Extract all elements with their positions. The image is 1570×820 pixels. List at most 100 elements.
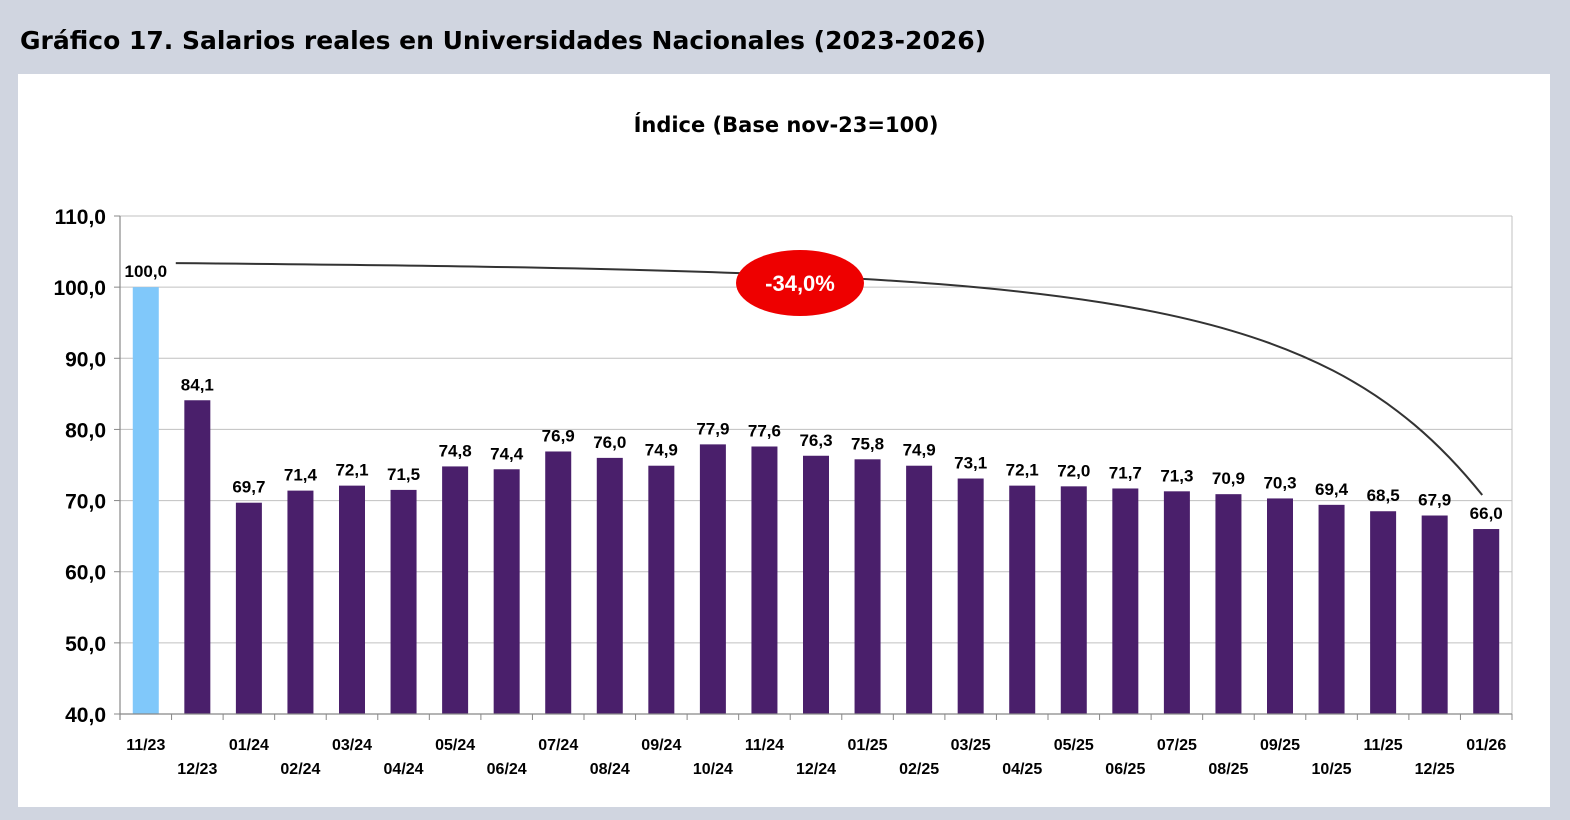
x-tick-label: 04/25 bbox=[1002, 761, 1042, 778]
data-label: 74,9 bbox=[903, 441, 936, 460]
x-tick-label: 09/24 bbox=[641, 737, 681, 754]
x-tick-label: 06/25 bbox=[1105, 761, 1145, 778]
bar-07-25 bbox=[1163, 491, 1190, 714]
x-tick-label: 12/25 bbox=[1415, 761, 1455, 778]
data-label: 100,0 bbox=[125, 262, 168, 281]
data-label: 69,7 bbox=[232, 478, 265, 497]
y-tick-label: 80,0 bbox=[65, 419, 106, 442]
bar-01-26 bbox=[1473, 529, 1500, 714]
bar-chart: Índice (Base nov-23=100) 40,0 50,0 60,0 70,… bbox=[53, 112, 1513, 778]
x-tick-label: 05/25 bbox=[1054, 737, 1094, 754]
data-label: 74,9 bbox=[645, 441, 678, 460]
bar-06-25 bbox=[1112, 488, 1139, 714]
data-label: 76,3 bbox=[799, 431, 832, 450]
bar-07-24 bbox=[545, 451, 572, 714]
x-tick-label: 03/24 bbox=[332, 737, 372, 754]
x-tick-label: 02/25 bbox=[899, 761, 939, 778]
x-tick-label: 12/24 bbox=[796, 761, 836, 778]
x-tick-label: 03/25 bbox=[951, 737, 991, 754]
x-tick-label: 02/24 bbox=[280, 761, 320, 778]
data-label: 70,3 bbox=[1263, 473, 1296, 492]
x-tick-label: 04/24 bbox=[384, 761, 424, 778]
x-tick-label: 11/23 bbox=[126, 737, 165, 754]
x-axis-labels: 11/23 12/23 01/24 02/24 03/24 04/24 05/24 06/24… bbox=[126, 737, 1506, 778]
bar-09-25 bbox=[1267, 498, 1293, 714]
x-tick-label: 07/24 bbox=[538, 737, 578, 754]
data-label: 71,5 bbox=[387, 465, 420, 484]
x-tick-label: 06/24 bbox=[487, 761, 527, 778]
chart-title: Índice (Base nov-23=100) bbox=[634, 112, 939, 137]
data-label: 84,1 bbox=[181, 375, 214, 394]
x-tick-label: 08/24 bbox=[590, 761, 630, 778]
page-title: Gráfico 17. Salarios reales en Universid… bbox=[20, 26, 987, 55]
change-annotation: -34,0% bbox=[175, 250, 1483, 496]
change-curve bbox=[175, 262, 1483, 496]
data-label: 67,9 bbox=[1418, 491, 1451, 510]
x-tick-label: 11/24 bbox=[745, 737, 784, 754]
bar-05-24 bbox=[442, 466, 469, 714]
bar-01-25 bbox=[854, 459, 881, 714]
bar-04-24 bbox=[390, 489, 417, 714]
bar-02-25 bbox=[906, 465, 933, 714]
bar-12-23 bbox=[184, 400, 211, 714]
x-tick-label: 01/26 bbox=[1466, 737, 1506, 754]
bar-11-25 bbox=[1370, 511, 1397, 714]
bar-11-23 bbox=[132, 287, 159, 714]
x-tick-label: 10/25 bbox=[1312, 761, 1352, 778]
data-labels: 100,0 84,1 69,7 71,4 72,1 71,5 74,8 74,4 76,9 76,… bbox=[125, 262, 1503, 523]
x-tick-label: 11/25 bbox=[1364, 737, 1403, 754]
bar-03-25 bbox=[957, 478, 984, 714]
data-label: 72,1 bbox=[335, 461, 368, 480]
data-label: 76,9 bbox=[542, 426, 575, 445]
data-label: 72,0 bbox=[1057, 461, 1090, 480]
bar-05-25 bbox=[1060, 486, 1087, 714]
data-label: 73,1 bbox=[954, 454, 987, 473]
x-tick-label: 09/25 bbox=[1260, 737, 1300, 754]
data-label: 75,8 bbox=[851, 434, 884, 453]
y-axis-labels: 40,0 50,0 60,0 70,0 80,0 90,0 100,0 110,0 bbox=[53, 206, 106, 727]
bar-12-24 bbox=[803, 455, 829, 714]
y-tick-label: 70,0 bbox=[65, 491, 106, 514]
x-tick-label: 07/25 bbox=[1157, 737, 1197, 754]
data-label: 70,9 bbox=[1212, 469, 1245, 488]
data-label: 66,0 bbox=[1470, 504, 1503, 523]
x-tick-label: 10/24 bbox=[693, 761, 733, 778]
change-callout-text: -34,0% bbox=[765, 271, 835, 296]
bar-11-24 bbox=[751, 446, 778, 714]
x-tick-label: 12/23 bbox=[177, 761, 217, 778]
x-tick-label: 05/24 bbox=[435, 737, 475, 754]
data-label: 76,0 bbox=[593, 433, 626, 452]
bar-10-25 bbox=[1318, 504, 1345, 714]
data-label: 72,1 bbox=[1006, 461, 1039, 480]
bar-03-24 bbox=[339, 485, 365, 714]
axes bbox=[114, 215, 1513, 720]
data-label: 77,9 bbox=[696, 419, 729, 438]
x-tick-label: 01/25 bbox=[848, 737, 888, 754]
data-label: 77,6 bbox=[748, 422, 781, 441]
bar-08-25 bbox=[1215, 494, 1242, 714]
bar-10-24 bbox=[699, 444, 726, 714]
y-tick-label: 40,0 bbox=[65, 704, 106, 727]
bar-12-25 bbox=[1421, 515, 1448, 714]
bar-01-24 bbox=[235, 502, 262, 714]
bar-09-24 bbox=[648, 465, 675, 714]
data-label: 71,3 bbox=[1160, 466, 1193, 485]
data-label: 71,7 bbox=[1109, 463, 1142, 482]
data-label: 71,4 bbox=[284, 466, 318, 485]
chart-panel: Índice (Base nov-23=100) 40,0 50,0 60,0 70,… bbox=[18, 74, 1550, 807]
y-tick-label: 90,0 bbox=[65, 348, 106, 371]
bars bbox=[132, 287, 1500, 714]
x-tick-label: 08/25 bbox=[1208, 761, 1248, 778]
bar-02-24 bbox=[287, 490, 314, 714]
data-label: 74,8 bbox=[439, 441, 472, 460]
bar-04-25 bbox=[1009, 485, 1036, 714]
data-label: 74,4 bbox=[490, 444, 524, 463]
change-callout bbox=[736, 250, 864, 316]
bar-08-24 bbox=[596, 457, 623, 714]
data-label: 69,4 bbox=[1315, 480, 1349, 499]
x-tick-label: 01/24 bbox=[229, 737, 269, 754]
y-tick-label: 60,0 bbox=[65, 562, 106, 585]
data-label: 68,5 bbox=[1367, 486, 1400, 505]
y-tick-label: 50,0 bbox=[65, 633, 106, 656]
y-tick-label: 100,0 bbox=[53, 277, 106, 300]
